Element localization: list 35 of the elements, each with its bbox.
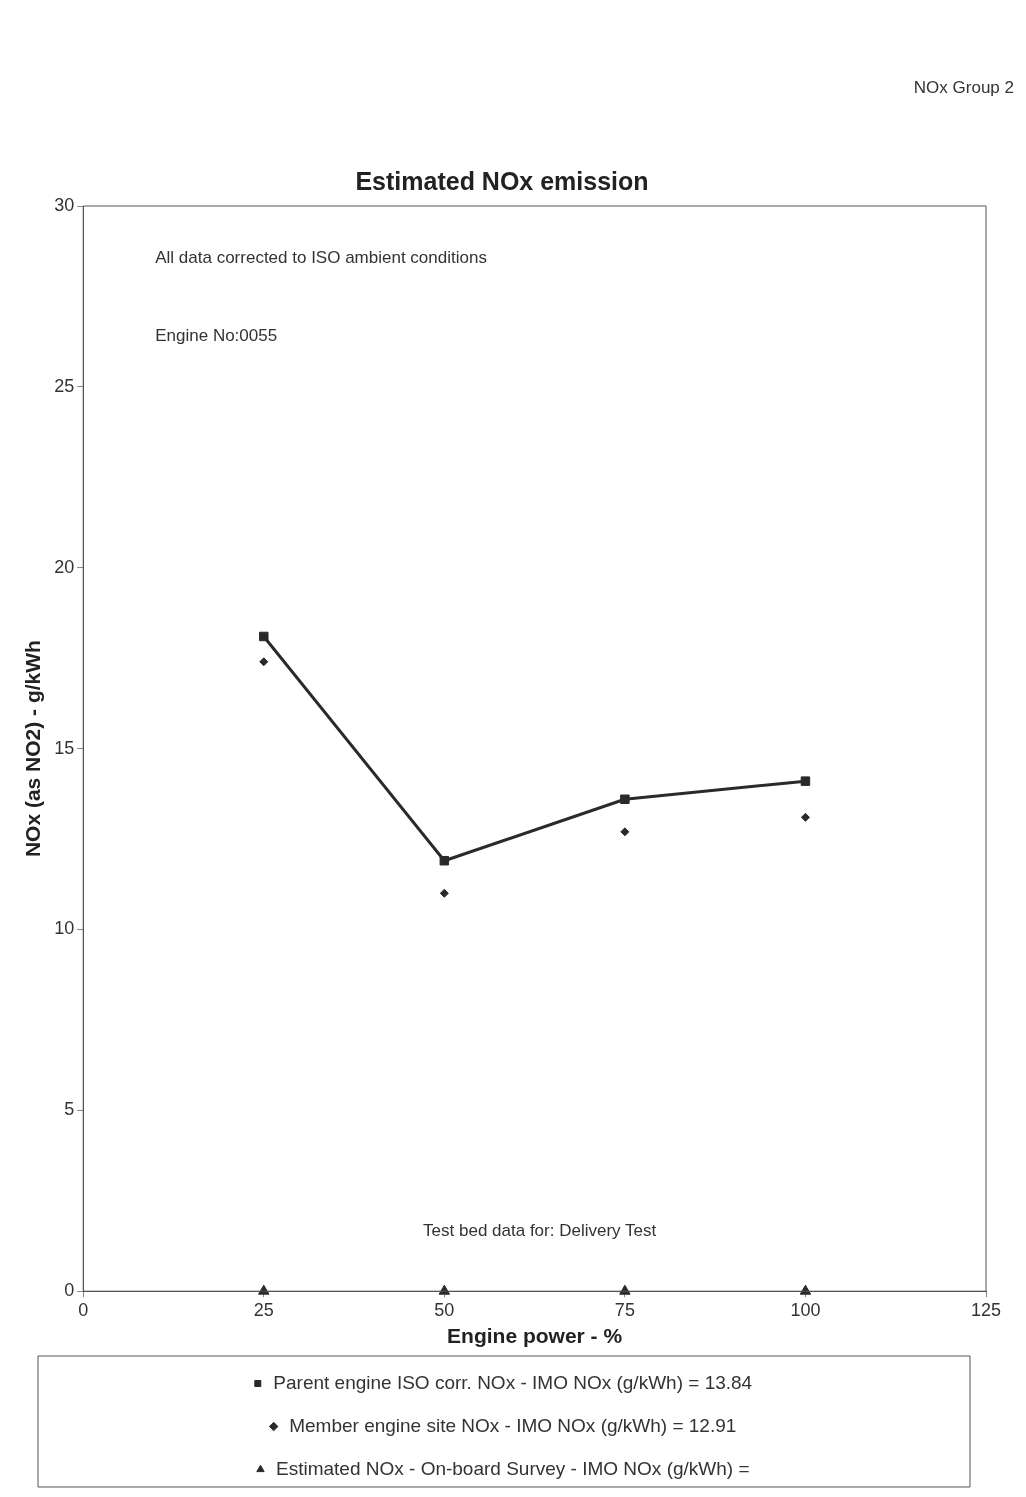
y-tick-label: 25 [54, 375, 75, 396]
point [799, 1284, 812, 1295]
point [439, 888, 449, 898]
y-tick-label: 30 [54, 194, 75, 215]
x-axis-title: Engine power - % [447, 1324, 623, 1348]
point [438, 1284, 451, 1295]
point [259, 657, 269, 667]
y-tick-label: 0 [64, 1280, 75, 1301]
legend-label: Parent engine ISO corr. NOx - IMO NOx (g/kWh) = 13.84 [273, 1371, 753, 1393]
legend-label: Estimated NOx - On-board Survey - IMO NOx (g/kWh) = [275, 1457, 750, 1479]
y-tick-label: 5 [64, 1099, 75, 1120]
x-tick-label: 75 [614, 1299, 635, 1320]
chart-title: Estimated NOx emission [355, 166, 649, 195]
x-tick-label: 125 [970, 1299, 1002, 1320]
point [439, 856, 450, 866]
y-axis-title: NOx (as NO2) - g/kWh [21, 640, 45, 858]
point [620, 794, 630, 804]
point [619, 1284, 631, 1295]
point [800, 812, 810, 822]
x-tick-label: 50 [434, 1299, 455, 1320]
y-tick-label: 10 [54, 918, 75, 939]
legend-label: Member engine site NOx - IMO NOx (g/kWh) = 12.91 [289, 1414, 737, 1436]
point [620, 827, 630, 837]
y-tick-label: 15 [54, 737, 75, 758]
x-tick-label: 25 [253, 1299, 274, 1320]
annotation: All data corrected to ISO ambient conditions [155, 247, 487, 267]
point [258, 1284, 270, 1295]
y-tick-label: 20 [54, 556, 75, 577]
text: NOx Group 2 [913, 77, 1014, 97]
annotation: Engine No:0055 [155, 325, 278, 345]
x-tick-label: 100 [790, 1299, 821, 1320]
point [800, 776, 811, 786]
annotation: Test bed data for: Delivery Test [423, 1220, 657, 1240]
x-tick-label: 0 [78, 1299, 89, 1320]
point [259, 631, 269, 642]
